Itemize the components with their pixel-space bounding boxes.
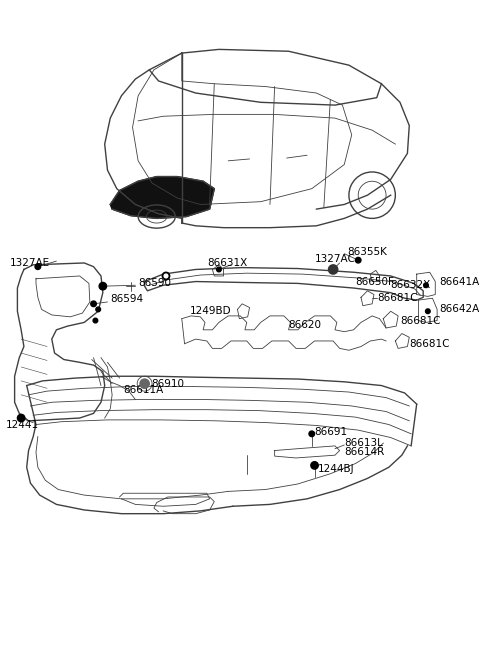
Text: 86631X: 86631X bbox=[207, 258, 247, 268]
Circle shape bbox=[99, 282, 107, 290]
Text: 86650F: 86650F bbox=[355, 276, 394, 286]
Circle shape bbox=[311, 462, 318, 469]
Text: 86355K: 86355K bbox=[347, 247, 387, 257]
Text: 86691: 86691 bbox=[314, 427, 348, 437]
Circle shape bbox=[328, 265, 338, 274]
Circle shape bbox=[426, 309, 430, 314]
Circle shape bbox=[17, 415, 25, 422]
Circle shape bbox=[140, 379, 149, 388]
Text: 86641A: 86641A bbox=[439, 276, 479, 286]
Text: 86632X: 86632X bbox=[391, 280, 431, 290]
Circle shape bbox=[93, 318, 98, 323]
Text: 86614R: 86614R bbox=[344, 447, 384, 457]
Text: 86620: 86620 bbox=[288, 320, 322, 330]
Text: 86681C: 86681C bbox=[409, 339, 450, 348]
Circle shape bbox=[355, 257, 361, 263]
Text: 86910: 86910 bbox=[151, 379, 184, 388]
Text: 86681C: 86681C bbox=[400, 316, 441, 326]
Text: 1327AE: 1327AE bbox=[10, 258, 50, 268]
Text: 1327AC: 1327AC bbox=[314, 254, 355, 264]
Text: 86681C: 86681C bbox=[377, 293, 417, 303]
Text: 86613L: 86613L bbox=[344, 438, 383, 448]
Circle shape bbox=[96, 307, 100, 312]
Circle shape bbox=[35, 264, 41, 269]
Polygon shape bbox=[110, 177, 214, 218]
Circle shape bbox=[216, 267, 221, 272]
Circle shape bbox=[309, 431, 314, 437]
Circle shape bbox=[424, 283, 428, 288]
Text: 1249BD: 1249BD bbox=[189, 307, 231, 316]
Text: 12441: 12441 bbox=[5, 421, 38, 430]
Circle shape bbox=[164, 274, 168, 278]
Text: 86611A: 86611A bbox=[123, 385, 164, 395]
Circle shape bbox=[162, 272, 170, 280]
Text: 86594: 86594 bbox=[110, 294, 144, 304]
Text: 86642A: 86642A bbox=[439, 305, 479, 314]
Circle shape bbox=[91, 301, 96, 307]
Text: 86590: 86590 bbox=[138, 278, 171, 288]
Text: 1244BJ: 1244BJ bbox=[318, 464, 355, 474]
